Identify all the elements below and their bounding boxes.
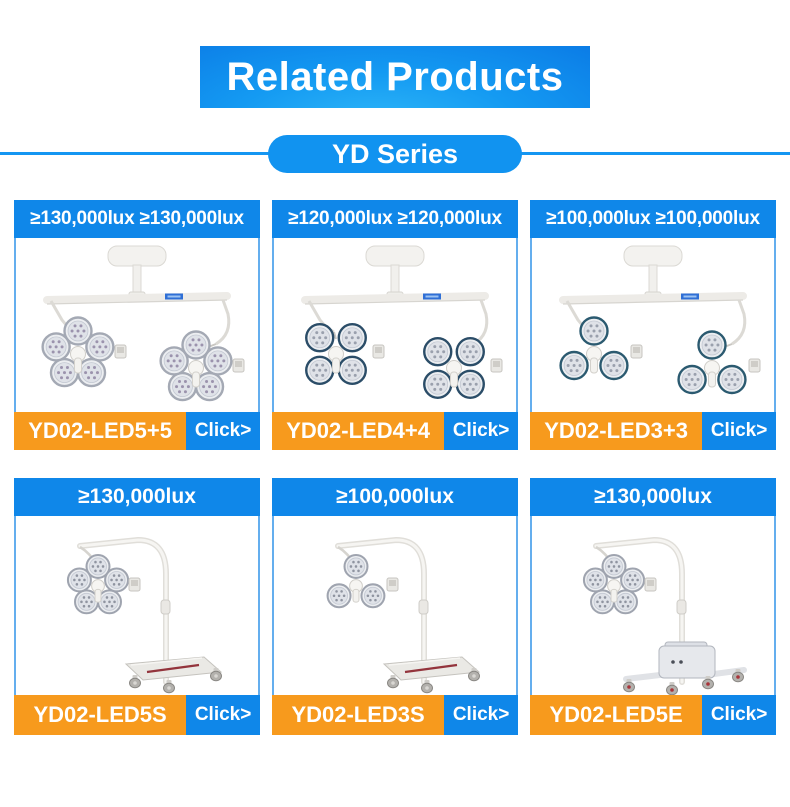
product-lux-header: ≥120,000lux ≥120,000lux — [272, 200, 518, 238]
product-model-label: YD02-LED3+3 — [530, 412, 703, 450]
product-photo[interactable] — [14, 238, 260, 412]
product-model-label: YD02-LED5S — [14, 695, 187, 735]
product-card[interactable]: ≥100,000lux YD02-LED3S Click> — [272, 478, 518, 735]
product-model-label: YD02-LED3S — [272, 695, 445, 735]
click-button[interactable]: Click> — [444, 412, 518, 450]
product-photo[interactable] — [272, 516, 518, 695]
surgical-lamp-illustration — [41, 245, 245, 402]
product-photo[interactable] — [530, 238, 776, 412]
product-lux-header: ≥100,000lux ≥100,000lux — [530, 200, 776, 238]
lux-rating-label: ≥120,000lux ≥120,000lux — [288, 208, 502, 229]
surgical-lamp-illustration — [301, 245, 503, 399]
product-photo[interactable] — [14, 516, 260, 695]
click-button-label: Click> — [710, 704, 768, 725]
click-button-label: Click> — [710, 420, 768, 441]
model-text: YD02-LED3+3 — [544, 418, 688, 443]
surgical-lamp-illustration — [559, 245, 761, 395]
lux-rating-label: ≥130,000lux — [594, 485, 712, 508]
product-footer: YD02-LED5E Click> — [530, 695, 776, 735]
product-lux-header: ≥130,000lux — [530, 478, 776, 516]
product-photo[interactable] — [272, 238, 518, 412]
product-model-label: YD02-LED5E — [530, 695, 703, 735]
product-card[interactable]: ≥130,000lux YD02-LED5E Click> — [530, 478, 776, 735]
model-text: YD02-LED5S — [33, 702, 167, 727]
lux-rating-label: ≥130,000lux — [78, 485, 196, 508]
click-button-label: Click> — [452, 420, 510, 441]
page-title: Related Products — [226, 54, 564, 99]
product-lux-header: ≥130,000lux ≥130,000lux — [14, 200, 260, 238]
model-text: YD02-LED4+4 — [286, 418, 430, 443]
series-badge: YD Series — [268, 135, 522, 173]
product-photo[interactable] — [530, 516, 776, 695]
product-lux-header: ≥130,000lux — [14, 478, 260, 516]
surgical-lamp-illustration — [326, 536, 481, 694]
click-button-label: Click> — [194, 420, 252, 441]
model-text: YD02-LED3S — [291, 702, 425, 727]
product-grid: ≥130,000lux ≥130,000lux YD02-LED5+5 Click>… — [0, 200, 790, 735]
click-button[interactable]: Click> — [702, 412, 776, 450]
page-title-banner: Related Products — [200, 46, 590, 108]
product-card[interactable]: ≥100,000lux ≥100,000lux YD02-LED3+3 Click> — [530, 200, 776, 450]
product-model-label: YD02-LED4+4 — [272, 412, 445, 450]
product-card[interactable]: ≥130,000lux YD02-LED5S Click> — [14, 478, 260, 735]
product-card[interactable]: ≥130,000lux ≥130,000lux YD02-LED5+5 Click> — [14, 200, 260, 450]
product-footer: YD02-LED5S Click> — [14, 695, 260, 735]
product-lux-header: ≥100,000lux — [272, 478, 518, 516]
lux-rating-label: ≥130,000lux ≥130,000lux — [30, 208, 244, 229]
click-button-label: Click> — [194, 704, 252, 725]
series-header: YD Series — [0, 135, 790, 173]
product-footer: YD02-LED5+5 Click> — [14, 412, 260, 450]
product-footer: YD02-LED4+4 Click> — [272, 412, 518, 450]
model-text: YD02-LED5+5 — [28, 418, 172, 443]
product-card[interactable]: ≥120,000lux ≥120,000lux YD02-LED4+4 Click> — [272, 200, 518, 450]
click-button[interactable]: Click> — [444, 695, 518, 735]
model-text: YD02-LED5E — [549, 702, 683, 727]
lux-rating-label: ≥100,000lux ≥100,000lux — [546, 208, 760, 229]
product-footer: YD02-LED3S Click> — [272, 695, 518, 735]
lux-rating-label: ≥100,000lux — [336, 485, 454, 508]
series-label: YD Series — [331, 138, 459, 169]
click-button[interactable]: Click> — [186, 695, 260, 735]
click-button-label: Click> — [452, 704, 510, 725]
product-footer: YD02-LED3+3 Click> — [530, 412, 776, 450]
product-model-label: YD02-LED5+5 — [14, 412, 187, 450]
bottom-spacer — [0, 735, 790, 761]
surgical-lamp-illustration — [582, 536, 747, 695]
click-button[interactable]: Click> — [702, 695, 776, 735]
click-button[interactable]: Click> — [186, 412, 260, 450]
surgical-lamp-illustration — [66, 536, 223, 694]
